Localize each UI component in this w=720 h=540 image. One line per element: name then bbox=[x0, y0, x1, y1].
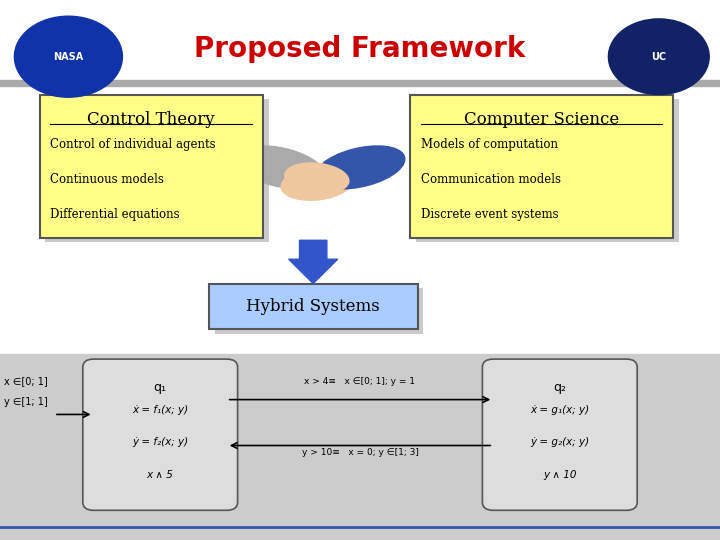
FancyBboxPatch shape bbox=[45, 99, 269, 242]
Text: q₂: q₂ bbox=[553, 381, 567, 394]
Text: x ∧ 5: x ∧ 5 bbox=[147, 470, 174, 480]
Circle shape bbox=[14, 16, 122, 97]
Text: q₁: q₁ bbox=[153, 381, 167, 394]
Text: Continuous models: Continuous models bbox=[50, 173, 164, 186]
Circle shape bbox=[608, 19, 709, 94]
FancyBboxPatch shape bbox=[83, 359, 238, 510]
Ellipse shape bbox=[236, 146, 325, 189]
Ellipse shape bbox=[284, 163, 349, 193]
Text: UC: UC bbox=[651, 52, 667, 62]
Bar bbox=[0, 354, 720, 540]
Text: Discrete event systems: Discrete event systems bbox=[421, 208, 559, 221]
FancyBboxPatch shape bbox=[215, 288, 423, 334]
Text: ẋ = g₁(x; y): ẋ = g₁(x; y) bbox=[530, 405, 590, 415]
Text: Computer Science: Computer Science bbox=[464, 111, 619, 127]
FancyBboxPatch shape bbox=[416, 99, 679, 242]
Bar bbox=[0, 80, 720, 86]
Text: Control Theory: Control Theory bbox=[87, 111, 215, 127]
Text: y ∈[1; 1]: y ∈[1; 1] bbox=[4, 397, 48, 407]
FancyBboxPatch shape bbox=[209, 284, 418, 329]
Text: ẏ = f₂(x; y): ẏ = f₂(x; y) bbox=[132, 437, 188, 448]
Text: ẏ = g₂(x; y): ẏ = g₂(x; y) bbox=[530, 437, 590, 448]
Text: x ∈[0; 1]: x ∈[0; 1] bbox=[4, 376, 48, 386]
Text: Models of computation: Models of computation bbox=[421, 138, 558, 151]
Text: x > 4≡   x ∈[0; 1]; y = 1: x > 4≡ x ∈[0; 1]; y = 1 bbox=[305, 377, 415, 386]
Text: ẋ = f₁(x; y): ẋ = f₁(x; y) bbox=[132, 405, 188, 415]
FancyArrow shape bbox=[289, 240, 338, 284]
Text: y > 10≡   x = 0; y ∈[1; 3]: y > 10≡ x = 0; y ∈[1; 3] bbox=[302, 448, 418, 457]
FancyBboxPatch shape bbox=[40, 94, 263, 238]
FancyBboxPatch shape bbox=[410, 94, 673, 238]
Text: y ∧ 10: y ∧ 10 bbox=[543, 470, 577, 480]
Text: NASA: NASA bbox=[53, 52, 84, 62]
Text: Differential equations: Differential equations bbox=[50, 208, 180, 221]
Text: Proposed Framework: Proposed Framework bbox=[194, 35, 526, 63]
Text: Communication models: Communication models bbox=[421, 173, 561, 186]
Text: Control of individual agents: Control of individual agents bbox=[50, 138, 216, 151]
Text: Hybrid Systems: Hybrid Systems bbox=[246, 298, 380, 315]
Ellipse shape bbox=[281, 167, 353, 200]
FancyBboxPatch shape bbox=[482, 359, 637, 510]
Ellipse shape bbox=[315, 146, 405, 189]
